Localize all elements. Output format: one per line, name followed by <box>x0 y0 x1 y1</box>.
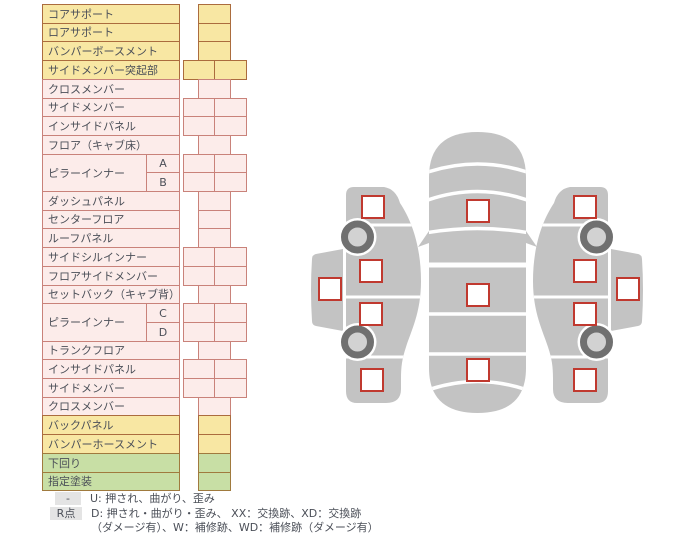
checkpoint-top-1[interactable] <box>466 199 490 223</box>
damage-checkbox[interactable] <box>183 303 215 323</box>
damage-checkbox[interactable] <box>198 4 231 24</box>
checkpoint-top-2[interactable] <box>466 283 490 307</box>
damage-checkbox[interactable] <box>183 98 215 117</box>
damage-checkbox[interactable] <box>198 210 231 229</box>
legend-badge: R点 <box>50 507 82 520</box>
checkpoint-side-right-2[interactable] <box>616 277 640 301</box>
damage-checkbox[interactable] <box>214 322 247 342</box>
checkpoint-side-left-3[interactable] <box>359 259 383 283</box>
checkpoint-side-left-1[interactable] <box>361 195 385 219</box>
legend-badge: - <box>55 492 81 505</box>
damage-checkbox[interactable] <box>214 303 247 323</box>
legend-text: D: 押され・曲がり・歪み、 XX：交換跡、XD：交換跡 （ダメージ有）、W：補修… <box>91 507 379 535</box>
damage-checkbox[interactable] <box>198 228 231 248</box>
row-label-cell: インサイドパネル <box>42 359 180 379</box>
damage-checkbox[interactable] <box>183 116 215 136</box>
row-label-cell: 指定塗装 <box>42 472 180 491</box>
checkpoint-side-right-1[interactable] <box>573 195 597 219</box>
damage-checkbox[interactable] <box>214 359 247 379</box>
damage-checkbox[interactable] <box>214 116 247 136</box>
mirror-icon <box>526 231 537 247</box>
row-label-cell: サイドメンバー突起部 <box>42 60 180 80</box>
damage-checkbox[interactable] <box>183 359 215 379</box>
damage-checkbox[interactable] <box>198 415 231 435</box>
row-label-cell: サイドシルインナー <box>42 247 180 267</box>
legend: - U: 押され、曲がり、歪み R点 D: 押され・曲がり・歪み、 XX：交換跡、XD… <box>50 492 379 535</box>
row-label-cell: フロアサイドメンバー <box>42 266 180 286</box>
legend-text: U: 押され、曲がり、歪み <box>90 492 215 506</box>
checkpoint-top-3[interactable] <box>466 358 490 382</box>
legend-text-line: D: 押され・曲がり・歪み、 XX：交換跡、XD：交換跡 <box>91 507 362 520</box>
row-sublabel-cell: A <box>146 154 180 173</box>
legend-item: R点 D: 押され・曲がり・歪み、 XX：交換跡、XD：交換跡 （ダメージ有）、W：… <box>50 507 379 535</box>
damage-checkbox[interactable] <box>183 322 215 342</box>
damage-checkbox[interactable] <box>198 285 231 304</box>
row-label-cell: サイドメンバー <box>42 378 180 398</box>
damage-checkbox[interactable] <box>198 472 231 491</box>
row-label-cell: ダッシュパネル <box>42 191 180 211</box>
damage-checkbox[interactable] <box>198 453 231 473</box>
damage-checkbox[interactable] <box>198 191 231 211</box>
damage-checkbox[interactable] <box>198 79 231 99</box>
row-sublabel-cell: B <box>146 172 180 192</box>
row-label-cell: バンパーボースメント <box>42 41 180 61</box>
row-label-cell: クロスメンバー <box>42 397 180 416</box>
row-label-cell: ロアサポート <box>42 23 180 42</box>
damage-checkbox[interactable] <box>214 60 247 80</box>
row-label-cell: ルーフパネル <box>42 228 180 248</box>
row-sublabel-cell: C <box>146 303 180 323</box>
damage-checkbox[interactable] <box>183 154 215 173</box>
damage-checkbox[interactable] <box>198 397 231 416</box>
row-label-cell: トランクフロア <box>42 341 180 360</box>
damage-checkbox[interactable] <box>214 172 247 192</box>
damage-checkbox[interactable] <box>214 154 247 173</box>
checkpoint-side-right-5[interactable] <box>573 368 597 392</box>
checkpoint-side-left-4[interactable] <box>359 302 383 326</box>
row-label-cell: クロスメンバー <box>42 79 180 99</box>
legend-text-line: （ダメージ有）、W：補修跡、WD：補修跡（ダメージ有） <box>91 521 379 534</box>
damage-checkbox[interactable] <box>214 378 247 398</box>
mirror-icon <box>418 231 429 247</box>
damage-checkbox[interactable] <box>183 60 215 80</box>
checkpoint-side-left-2[interactable] <box>318 277 342 301</box>
row-label-cell: セットバック（キャブ背） <box>42 285 180 304</box>
damage-checkbox[interactable] <box>198 23 231 42</box>
checkpoint-side-right-3[interactable] <box>573 259 597 283</box>
row-label-cell: フロア（キャブ床） <box>42 135 180 155</box>
row-label-cell: ピラーインナー <box>42 154 147 192</box>
row-label-cell: コアサポート <box>42 4 180 24</box>
checkpoint-side-left-5[interactable] <box>360 368 384 392</box>
damage-checkbox[interactable] <box>198 341 231 360</box>
row-label-cell: サイドメンバー <box>42 98 180 117</box>
damage-checkbox[interactable] <box>214 266 247 286</box>
damage-checkbox[interactable] <box>214 98 247 117</box>
row-label-cell: バックパネル <box>42 415 180 435</box>
legend-item: - U: 押され、曲がり、歪み <box>50 492 379 506</box>
row-label-cell: バンパーホースメント <box>42 434 180 454</box>
row-sublabel-cell: D <box>146 322 180 342</box>
damage-checkbox[interactable] <box>183 266 215 286</box>
row-label-cell: センターフロア <box>42 210 180 229</box>
row-label-cell: インサイドパネル <box>42 116 180 136</box>
top-car-body <box>429 132 526 413</box>
damage-checkbox[interactable] <box>198 41 231 61</box>
row-label-cell: ピラーインナー <box>42 303 147 342</box>
row-label-cell: 下回り <box>42 453 180 473</box>
damage-checkbox[interactable] <box>183 378 215 398</box>
damage-checkbox[interactable] <box>183 247 215 267</box>
damage-checkbox[interactable] <box>198 434 231 454</box>
damage-checkbox[interactable] <box>214 247 247 267</box>
damage-checkbox[interactable] <box>198 135 231 155</box>
checkpoint-side-right-4[interactable] <box>573 302 597 326</box>
legend-text-line: U: 押され、曲がり、歪み <box>90 492 215 505</box>
damage-checkbox[interactable] <box>183 172 215 192</box>
